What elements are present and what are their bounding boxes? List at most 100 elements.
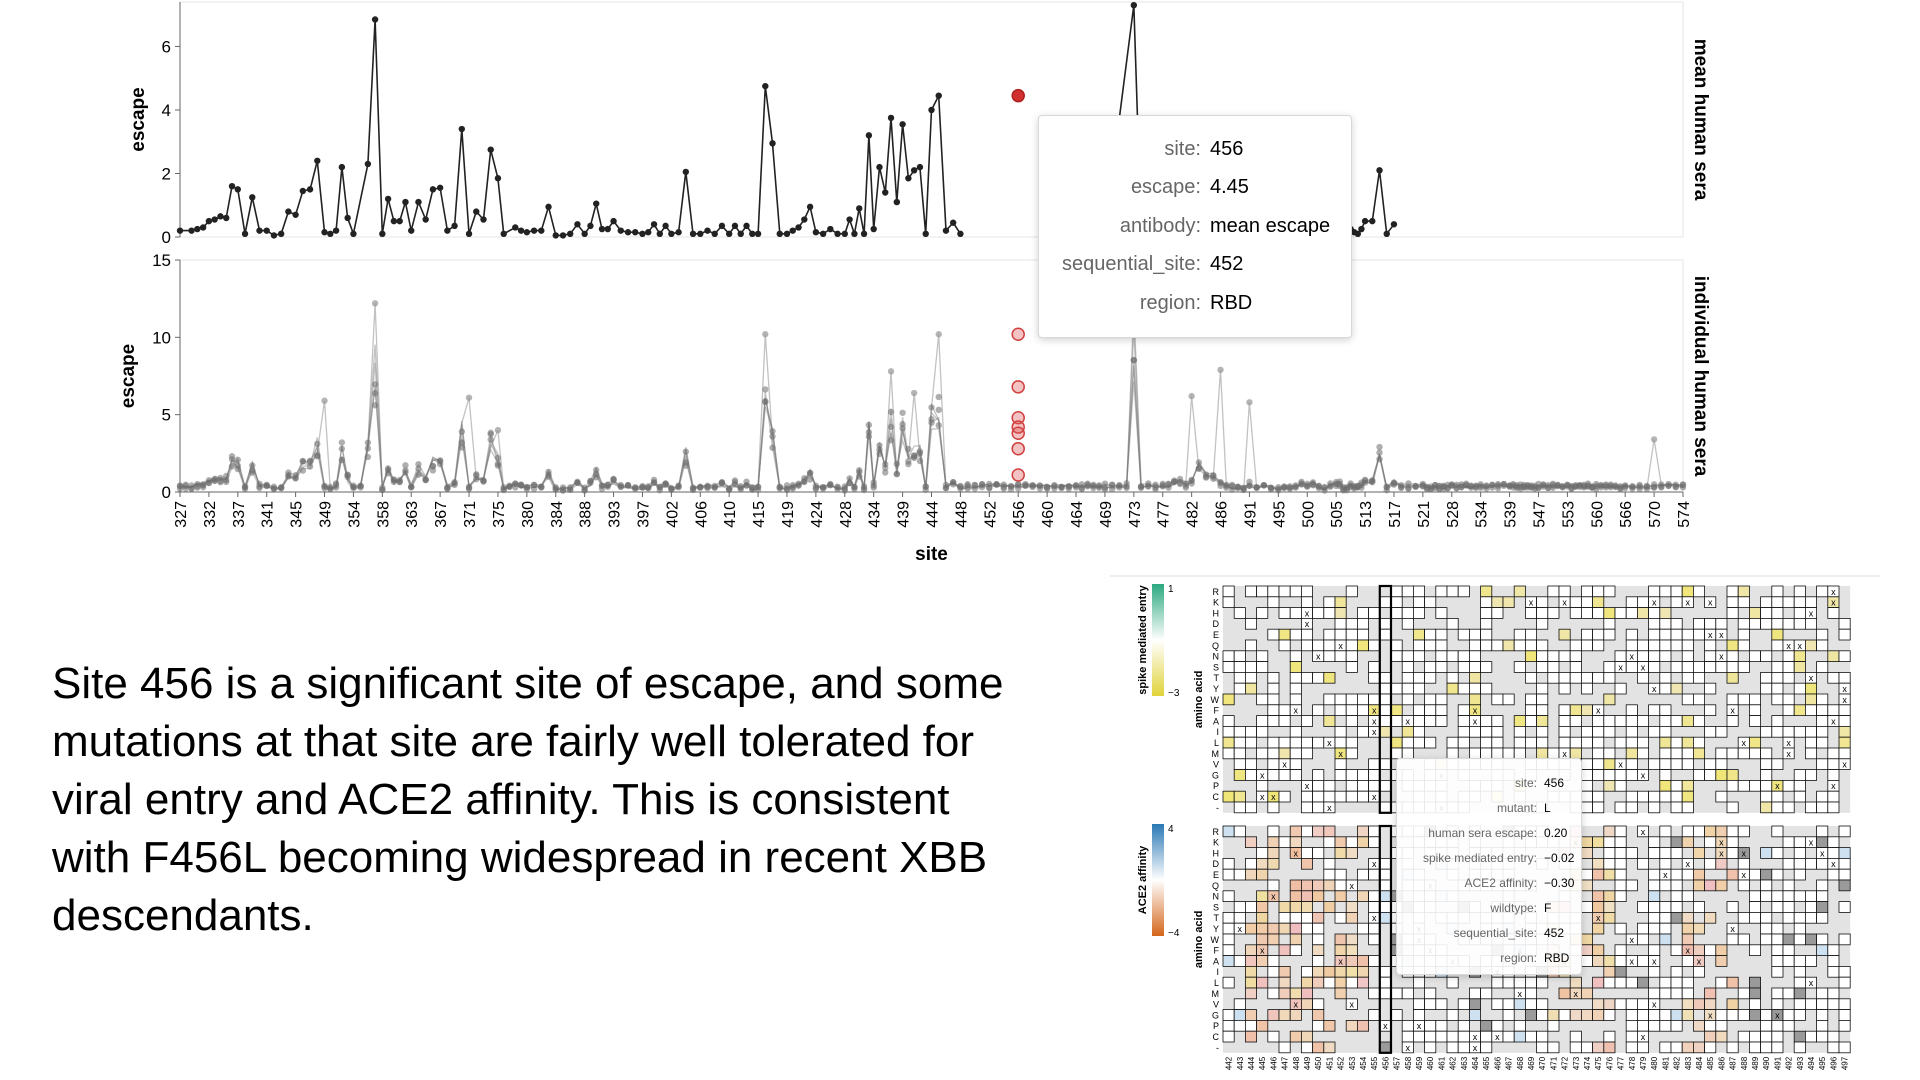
data-point	[292, 211, 299, 218]
heatmap-cell	[1681, 650, 1694, 663]
wildtype-mark: x	[1562, 598, 1567, 608]
heatmap-cell	[1681, 661, 1694, 673]
data-point	[697, 230, 704, 238]
heatmap-cell	[1838, 857, 1851, 870]
heatmap-cell	[1524, 607, 1537, 619]
heatmap-cell	[1793, 911, 1806, 924]
heatmap-cell	[1368, 607, 1381, 619]
wildtype-mark: x	[1809, 838, 1814, 848]
heatmap-cell	[1244, 1030, 1257, 1043]
site-label: 444	[1247, 1056, 1256, 1070]
heatmap-cell	[1502, 1009, 1515, 1021]
heatmap-cell	[1838, 618, 1851, 630]
heatmap-cell	[1569, 976, 1582, 989]
heatmap-cell	[1267, 965, 1280, 978]
data-point-individual	[211, 477, 218, 485]
heatmap-cell	[1256, 911, 1269, 924]
data-point-individual	[1612, 482, 1619, 489]
heatmap-cell	[1558, 715, 1571, 727]
heatmap-cell	[1793, 976, 1806, 989]
tooltip-key: spike mediated entry:	[1422, 850, 1537, 865]
data-point	[624, 229, 632, 236]
x-tick-label: 456	[1011, 501, 1028, 528]
heatmap-cell	[1278, 607, 1291, 619]
data-point	[743, 222, 750, 230]
heatmap-cell	[1693, 879, 1706, 892]
data-point	[935, 92, 942, 99]
heatmap-cell	[1749, 1041, 1762, 1054]
heatmap-cell	[1580, 836, 1593, 848]
heatmap-cell	[1278, 1009, 1291, 1021]
data-point-individual	[916, 450, 924, 457]
wildtype-mark: x	[1473, 706, 1478, 716]
data-point	[645, 229, 652, 236]
heatmap-cell	[1491, 693, 1504, 706]
data-point-individual	[422, 476, 429, 484]
heatmap-cell	[1356, 725, 1369, 738]
heatmap-cell	[1390, 650, 1403, 663]
x-tick-label: 539	[1503, 501, 1520, 528]
heatmap-cell	[1424, 628, 1437, 641]
data-point	[512, 224, 519, 231]
heatmap-cell	[1412, 976, 1425, 989]
heatmap-cell	[1457, 650, 1470, 663]
data-point-individual	[916, 457, 924, 465]
heatmap-cell	[1457, 628, 1470, 641]
heatmap-cell	[1289, 650, 1302, 663]
heatmap-cell	[1244, 725, 1257, 738]
heatmap-cell	[1569, 661, 1582, 673]
data-point	[639, 230, 646, 238]
data-point-individual	[314, 440, 321, 448]
heatmap-cell	[1816, 790, 1829, 803]
heatmap-cell	[1782, 1019, 1795, 1032]
heatmap-cell	[1648, 911, 1661, 924]
heatmap-cell	[1603, 725, 1616, 738]
data-point-individual	[1376, 455, 1383, 463]
heatmap-cell	[1412, 682, 1425, 695]
heatmap-cell	[1693, 868, 1706, 881]
data-point-individual	[530, 481, 538, 489]
data-point	[682, 168, 690, 176]
heatmap-cell	[1513, 736, 1526, 749]
data-point-individual	[1195, 465, 1203, 472]
x-tick-label: 460	[1040, 501, 1057, 528]
data-point	[429, 186, 437, 193]
wildtype-mark: x	[1719, 652, 1724, 662]
x-tick-label: 517	[1387, 501, 1404, 528]
data-point-individual	[1369, 478, 1376, 486]
data-point-individual	[1260, 482, 1268, 489]
heatmap-cell	[1625, 847, 1638, 859]
heatmap-cell	[1256, 585, 1269, 598]
data-point-individual	[1176, 480, 1184, 488]
heatmap-cell	[1401, 650, 1414, 663]
heatmap-cell	[1334, 618, 1347, 630]
heatmap-cell	[1614, 857, 1627, 870]
heatmap-cell	[1244, 769, 1257, 781]
heatmap-cell	[1659, 847, 1672, 859]
heatmap-cell	[1345, 933, 1358, 946]
data-point-individual	[1549, 481, 1557, 489]
heatmap-cell	[1569, 672, 1582, 684]
heatmap-cell	[1715, 944, 1728, 956]
heatmap-cell	[1491, 715, 1504, 727]
x-tick-label: 393	[607, 501, 624, 528]
data-point	[480, 216, 487, 223]
wildtype-mark: x	[1831, 598, 1836, 608]
tooltip-row: human sera escape: 0.20	[1397, 820, 1581, 845]
heatmap-cell	[1603, 998, 1616, 1010]
heatmap-cell	[1760, 801, 1773, 814]
data-point-individual	[893, 460, 901, 468]
wildtype-mark: x	[1294, 1000, 1299, 1010]
heatmap-cell	[1603, 693, 1616, 706]
heatmap-cell	[1222, 715, 1235, 727]
heatmap-cell	[1659, 618, 1672, 630]
heatmap-cell	[1267, 879, 1280, 892]
heatmap-cell	[1580, 607, 1593, 619]
heatmap-cell	[1435, 693, 1448, 706]
heatmap-cell	[1648, 618, 1661, 630]
heatmap-cell	[1838, 628, 1851, 641]
data-point	[299, 187, 307, 195]
heatmap-cell	[1681, 585, 1694, 598]
heatmap-cell	[1816, 836, 1829, 848]
wildtype-mark: x	[1831, 716, 1836, 726]
